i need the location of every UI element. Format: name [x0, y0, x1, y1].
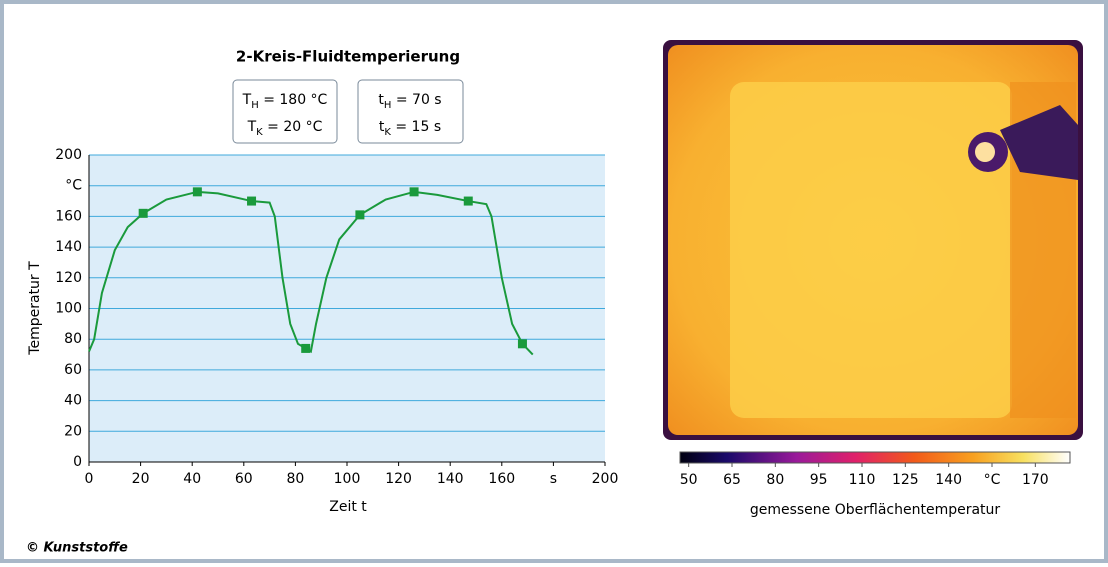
x-tick-label: 100 — [334, 471, 361, 487]
x-tick-label: 0 — [85, 471, 94, 487]
x-tick-label: 60 — [235, 471, 253, 487]
colorbar-tick-label: 50 — [680, 472, 698, 488]
y-tick-label: 80 — [64, 331, 82, 347]
colorbar-tick-label: 110 — [849, 472, 876, 488]
colorbar-label: gemessene Oberflächentemperatur — [750, 502, 1001, 518]
y-tick-label: °C — [65, 178, 82, 194]
colorbar-tick-label: 170 — [1022, 472, 1049, 488]
y-tick-label: 200 — [55, 147, 82, 163]
x-tick-label: 200 — [592, 471, 619, 487]
x-tick-label: 20 — [132, 471, 150, 487]
marker — [301, 344, 310, 353]
colorbar-tick-label: 125 — [892, 472, 919, 488]
y-tick-label: 160 — [55, 208, 82, 224]
colorbar — [680, 452, 1070, 463]
marker — [193, 187, 202, 196]
x-axis-label: Zeit t — [329, 499, 367, 515]
y-axis-label: Temperatur T — [27, 261, 43, 356]
annotation-symbol: T — [247, 119, 257, 135]
annotation-sub: H — [251, 100, 259, 111]
colorbar-tick-label: 140 — [935, 472, 962, 488]
chart-title: 2-Kreis-Fluidtemperierung — [236, 48, 460, 66]
y-tick-label: 140 — [55, 239, 82, 255]
x-tick-label: 160 — [488, 471, 515, 487]
thermal-pipe — [975, 142, 995, 162]
marker — [355, 210, 364, 219]
x-tick-label: 140 — [437, 471, 464, 487]
annotation-sub: H — [384, 100, 392, 111]
annotation-text: = 20 °C — [263, 119, 323, 135]
thermal-mould — [730, 82, 1012, 418]
marker — [139, 209, 148, 218]
y-tick-label: 120 — [55, 270, 82, 286]
x-tick-label: 80 — [286, 471, 304, 487]
colorbar-tick-label: 65 — [723, 472, 741, 488]
marker — [247, 197, 256, 206]
y-tick-label: 20 — [64, 423, 82, 439]
annotation-symbol: T — [242, 92, 252, 108]
y-tick-label: 40 — [64, 393, 82, 409]
marker — [410, 187, 419, 196]
x-tick-label: s — [550, 471, 557, 487]
marker — [464, 197, 473, 206]
annotation-text: = 15 s — [391, 119, 441, 135]
y-tick-label: 100 — [55, 301, 82, 317]
colorbar-tick-label: °C — [984, 472, 1001, 488]
annotation-text: = 180 °C — [259, 92, 328, 108]
chart: 2-Kreis-Fluidtemperierung Zeit t Tempera… — [0, 0, 1108, 563]
annotation-text: = 70 s — [391, 92, 441, 108]
x-tick-label: 40 — [183, 471, 201, 487]
colorbar-tick-label: 95 — [810, 472, 828, 488]
x-tick-label: 120 — [385, 471, 412, 487]
marker — [518, 339, 527, 348]
credit: © Kunststoffe — [26, 541, 128, 556]
y-tick-label: 60 — [64, 362, 82, 378]
y-tick-label: 0 — [73, 454, 82, 470]
colorbar-tick-label: 80 — [766, 472, 784, 488]
